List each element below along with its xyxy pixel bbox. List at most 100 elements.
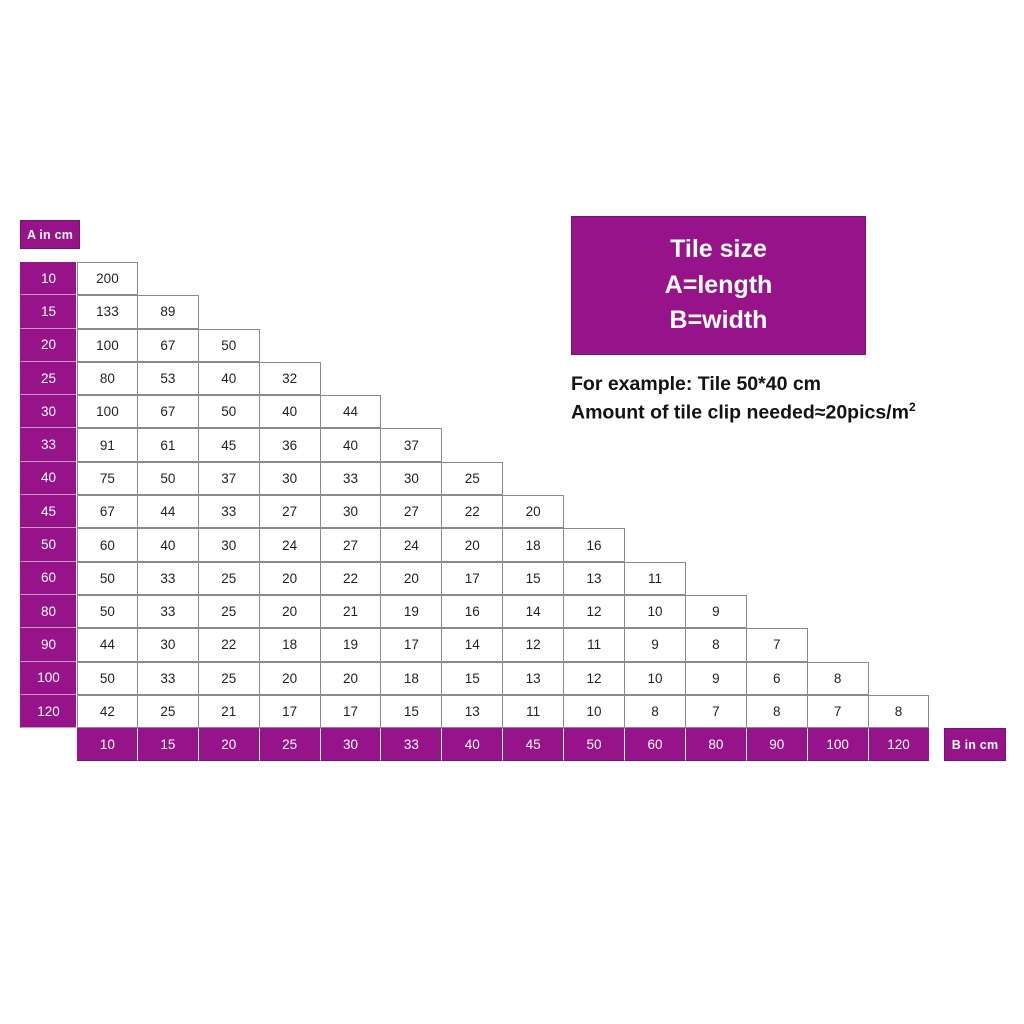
matrix-cell: 27 [381,495,443,529]
row-header-30: 30 [20,395,77,429]
matrix-cell: 50 [198,395,260,429]
matrix-cell: 25 [442,461,504,496]
matrix-row: 40 75 50 37 30 33 30 25 [20,461,929,496]
matrix-cell: 27 [320,528,382,562]
row-header-25: 25 [20,361,77,396]
column-header-120: 120 [868,728,930,762]
column-header-40: 40 [442,728,504,762]
matrix-cell: 10 [564,694,626,729]
matrix-cell: 32 [259,361,321,396]
matrix-cell: 30 [137,628,199,662]
matrix-cell: 20 [259,594,321,629]
matrix-row: 45 67 44 33 27 30 27 22 20 [20,495,929,529]
matrix-cell: 33 [320,461,382,496]
matrix-cell: 50 [77,594,138,629]
matrix-cell: 8 [625,694,686,729]
matrix-cell: 24 [381,528,443,562]
matrix-cell: 7 [685,694,747,729]
example-line-amount: Amount of tile clip needed≈20pics/m2 [571,399,1021,427]
matrix-cell: 30 [259,461,321,496]
matrix-row: 60 50 33 25 20 22 20 17 15 13 11 [20,561,929,595]
matrix-cell: 40 [320,428,382,462]
matrix-cell: 7 [807,694,869,729]
legend-box: Tile size A=length B=width [571,216,866,355]
matrix-cell: 91 [77,428,138,462]
matrix-cell: 8 [807,661,869,695]
matrix-cell: 30 [320,495,382,529]
matrix-cell: 22 [198,628,260,662]
matrix-row: 30 100 67 50 40 44 [20,395,929,429]
matrix-cell: 19 [320,628,382,662]
column-axis-label: B in cm [944,728,1006,761]
row-header-60: 60 [20,561,77,595]
matrix-cell: 13 [564,561,626,595]
matrix-cell: 21 [198,694,260,729]
matrix-cell: 11 [503,694,565,729]
column-header-15: 15 [137,728,199,762]
matrix-cell: 20 [442,528,504,562]
example-amount-prefix: Amount of tile clip needed [571,401,815,424]
matrix-cell: 10 [625,594,686,629]
matrix-row: 20 100 67 50 [20,328,929,362]
column-header-60: 60 [625,728,686,762]
column-header-10: 10 [77,728,138,762]
matrix-cell: 22 [320,561,382,595]
column-header-90: 90 [746,728,808,762]
matrix-cell: 25 [198,661,260,695]
matrix-cell: 44 [320,395,382,429]
matrix-cell: 37 [198,461,260,496]
matrix-cell: 17 [259,694,321,729]
legend-line-title: Tile size [670,235,767,264]
column-header-20: 20 [198,728,260,762]
matrix-row: 25 80 53 40 32 [20,361,929,396]
matrix-cell: 8 [685,628,747,662]
matrix-cell: 9 [625,628,686,662]
matrix-cell: 10 [625,661,686,695]
matrix-cell: 80 [77,361,138,396]
matrix-cell: 40 [259,395,321,429]
matrix-cell: 17 [320,694,382,729]
matrix-cell: 30 [381,461,443,496]
example-line-tile: For example: Tile 50*40 cm [571,373,822,395]
matrix-row: 80 50 33 25 20 21 19 16 14 12 10 9 [20,594,929,629]
matrix-cell: 36 [259,428,321,462]
matrix-cell: 11 [564,628,626,662]
matrix-cell: 25 [198,594,260,629]
matrix-cell: 44 [77,628,138,662]
matrix-cell: 45 [198,428,260,462]
matrix-cell: 18 [259,628,321,662]
matrix-cell: 61 [137,428,199,462]
legend-line-length: A=length [664,270,773,299]
column-header-row: 10 15 20 25 30 33 40 45 50 60 80 90 100 120 [77,728,930,762]
matrix-cell: 14 [503,594,565,629]
row-header-20: 20 [20,328,77,362]
matrix-row: 10 200 [20,262,929,296]
row-header-10: 10 [20,262,77,296]
matrix-cell: 22 [442,495,504,529]
matrix-cell: 33 [137,594,199,629]
row-header-45: 45 [20,495,77,529]
matrix-cell: 67 [137,395,199,429]
matrix-cell: 50 [77,661,138,695]
tile-clip-matrix: 10 200 15 133 89 20 100 67 50 25 80 53 40 32 30 100 67 50… [20,262,930,762]
matrix-cell: 20 [259,561,321,595]
matrix-cell: 12 [503,628,565,662]
column-header-80: 80 [685,728,747,762]
matrix-cell: 27 [259,495,321,529]
matrix-cell: 40 [198,361,260,396]
matrix-cell: 19 [381,594,443,629]
matrix-cell: 67 [77,495,138,529]
matrix-cell: 25 [137,694,199,729]
matrix-cell: 30 [198,528,260,562]
matrix-row: 90 44 30 22 18 19 17 14 12 11 9 8 7 [20,628,929,662]
matrix-cell: 15 [442,661,504,695]
row-header-15: 15 [20,295,77,329]
matrix-cell: 89 [137,295,199,329]
row-axis-label: A in cm [20,220,80,249]
matrix-cell: 25 [198,561,260,595]
matrix-row: 100 50 33 25 20 20 18 15 13 12 10 9 6 8 [20,661,929,695]
matrix-cell: 42 [77,694,138,729]
matrix-cell: 18 [503,528,565,562]
matrix-cell: 6 [746,661,808,695]
